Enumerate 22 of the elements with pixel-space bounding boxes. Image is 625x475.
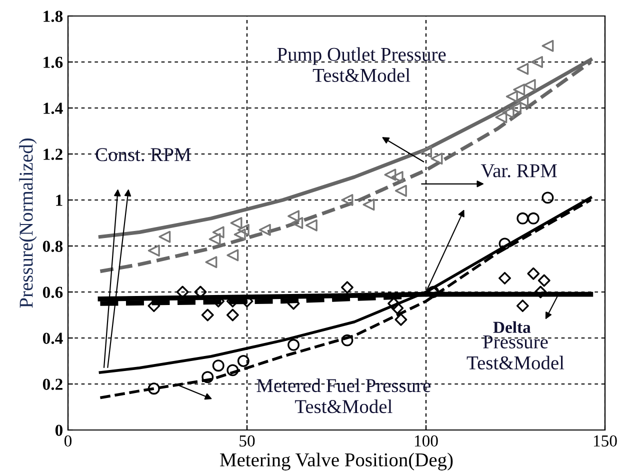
- y-axis-title: Pressure(Normalized): [19, 138, 37, 308]
- y-tick-label: 1.6: [44, 56, 63, 68]
- y-tick-label: 1.8: [44, 10, 63, 22]
- annotation: Delta: [493, 321, 531, 333]
- annotation: Var. RPM: [480, 164, 557, 178]
- x-tick-label: 150: [594, 435, 617, 447]
- y-tick-label: 0.4: [42, 332, 63, 344]
- y-tick-label: 1.2: [44, 148, 62, 160]
- annotation: Pump Outlet Pressure Test&Model: [277, 47, 446, 82]
- y-tick-label: 1: [56, 194, 62, 206]
- y-tick-label: 0.6: [42, 286, 63, 298]
- y-tick-label: 0.2: [42, 378, 62, 390]
- y-tick-label: 0: [55, 424, 63, 436]
- y-tick-label: 0.8: [42, 240, 63, 252]
- x-axis-title: Metering Valve Position(Deg): [220, 452, 453, 470]
- annotation: Pressure Test&Model: [466, 336, 564, 370]
- x-tick-label: 100: [414, 435, 438, 447]
- x-tick-label: 0: [64, 435, 72, 447]
- annotation: Metered Fuel Pressure Test&Model: [256, 378, 430, 414]
- x-tick-label: 50: [240, 435, 255, 447]
- annotation: Const. RPM: [96, 148, 191, 162]
- y-tick-label: 1.4: [44, 102, 63, 114]
